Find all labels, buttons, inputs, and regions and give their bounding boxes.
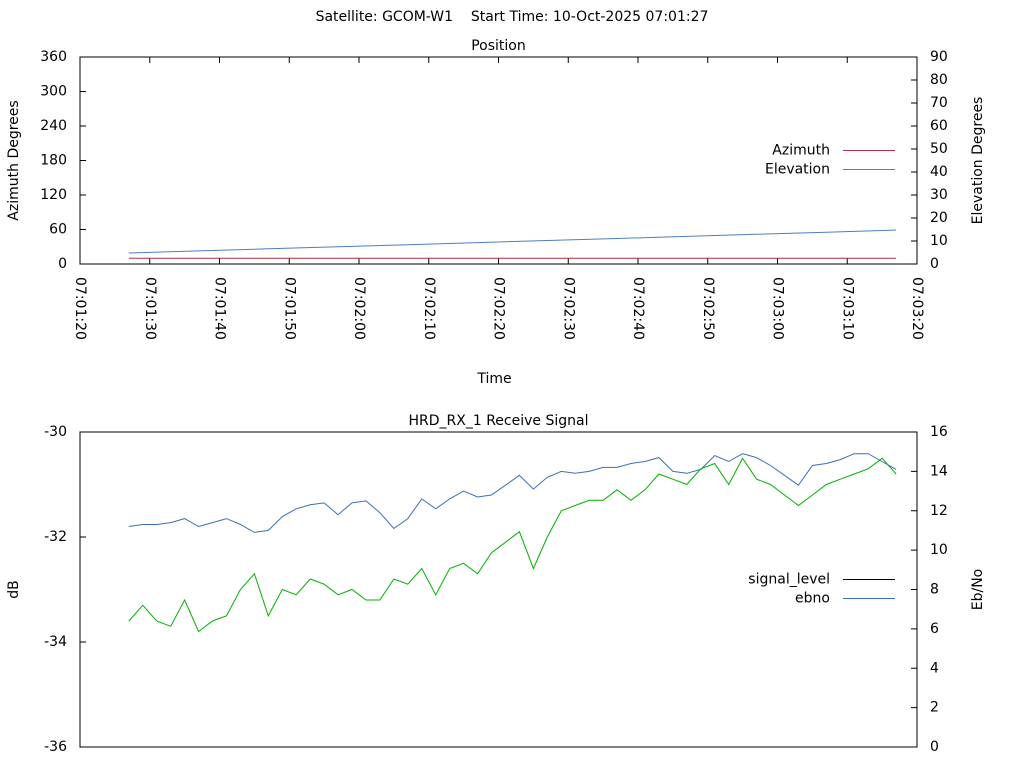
x-tick-label: 07:03:00	[770, 277, 786, 340]
y2-tick-label: 10	[930, 542, 948, 558]
x-tick-label: 07:02:10	[421, 277, 437, 340]
y-tick-label: 0	[58, 256, 67, 272]
y2-tick-label: 4	[930, 660, 939, 676]
y2-tick-label: 2	[930, 700, 939, 716]
y-tick-label: 360	[40, 49, 67, 65]
legend-label: ebno	[795, 591, 830, 607]
series-line	[128, 229, 897, 254]
y2-tick-label: 10	[930, 233, 948, 249]
y-tick-label: 60	[49, 222, 67, 238]
x-tick-label: 07:02:50	[700, 277, 716, 340]
chart-title: Position	[471, 38, 526, 54]
y2-tick-label: 8	[930, 582, 939, 598]
y2-tick-label: 20	[930, 210, 948, 226]
x-tick-label: 07:02:00	[351, 277, 367, 340]
y-tick-label: 120	[40, 187, 67, 203]
y2-tick-label: 60	[930, 118, 948, 134]
y-tick-label: -32	[44, 529, 67, 545]
y2-tick-label: 16	[930, 424, 948, 440]
y-tick-label: 300	[40, 84, 67, 100]
y2-tick-label: 40	[930, 164, 948, 180]
legend-label: Azimuth	[772, 143, 830, 159]
y2-tick-label: 6	[930, 621, 939, 637]
y2-tick-label: 80	[930, 72, 948, 88]
y-tick-label: 240	[40, 118, 67, 134]
x-tick-label: 07:01:50	[281, 277, 297, 340]
y2-tick-label: 12	[930, 503, 948, 519]
y-tick-label: -36	[44, 739, 67, 755]
y2-axis-label: Elevation Degrees	[970, 97, 986, 225]
y-tick-label: 180	[40, 153, 67, 169]
y2-tick-label: 0	[930, 256, 939, 272]
x-tick-label: 07:02:40	[630, 277, 646, 340]
plot-frame	[79, 431, 918, 748]
y2-axis-label: Eb/No	[970, 569, 986, 611]
y-axis-label: Azimuth Degrees	[6, 100, 22, 220]
y2-tick-label: 30	[930, 187, 948, 203]
x-tick-label: 07:03:20	[909, 277, 925, 340]
y2-tick-label: 70	[930, 95, 948, 111]
x-axis-label: Time	[476, 371, 511, 387]
legend-label: Elevation	[765, 162, 830, 178]
y-axis-label: dB	[6, 580, 22, 599]
y2-tick-label: 90	[930, 49, 948, 65]
x-tick-label: 07:01:20	[72, 277, 88, 340]
x-tick-label: 07:01:30	[142, 277, 158, 340]
x-tick-label: 07:02:30	[560, 277, 576, 340]
chart-title: HRD_RX_1 Receive Signal	[409, 413, 589, 429]
y2-tick-label: 14	[930, 463, 948, 479]
series-line	[128, 457, 897, 633]
y-tick-label: -30	[44, 424, 67, 440]
legend-label: signal_level	[748, 572, 830, 588]
series-line	[128, 453, 897, 533]
page-title: Satellite: GCOM-W1 Start Time: 10-Oct-20…	[316, 9, 709, 25]
x-tick-label: 07:02:20	[491, 277, 507, 340]
y2-tick-label: 0	[930, 739, 939, 755]
y2-tick-label: 50	[930, 141, 948, 157]
x-tick-label: 07:01:40	[212, 277, 228, 340]
x-tick-label: 07:03:10	[839, 277, 855, 340]
y-tick-label: -34	[44, 634, 67, 650]
